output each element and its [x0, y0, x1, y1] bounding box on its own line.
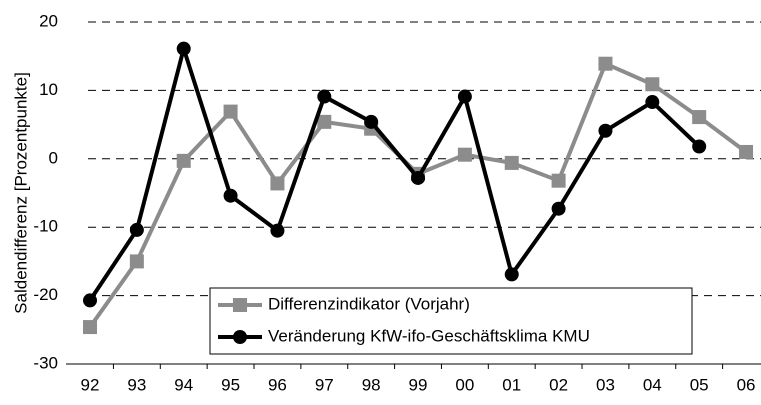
x-tick-label: 93: [127, 375, 146, 394]
data-point: [176, 153, 191, 168]
x-tick-label: 97: [315, 375, 334, 394]
x-tick-label: 05: [690, 375, 709, 394]
y-tick-label: 0: [49, 148, 58, 167]
data-point: [457, 89, 472, 104]
data-point: [270, 223, 285, 238]
data-point: [223, 188, 238, 203]
data-point: [692, 110, 707, 125]
x-tick-label: 06: [737, 375, 756, 394]
x-tick-label: 96: [268, 375, 287, 394]
data-point: [504, 267, 519, 282]
data-point: [457, 147, 472, 162]
x-tick-label: 00: [455, 375, 474, 394]
data-point: [270, 176, 285, 191]
data-point: [739, 144, 754, 159]
x-tick-label: 03: [596, 375, 615, 394]
legend-box: [209, 287, 693, 355]
data-point: [364, 114, 379, 129]
y-tick-label: -10: [33, 217, 58, 236]
data-point: [129, 222, 144, 237]
x-tick-label: 99: [409, 375, 428, 394]
data-point: [317, 114, 332, 129]
x-tick-label: 01: [502, 375, 521, 394]
data-point: [598, 123, 613, 138]
data-point: [317, 89, 332, 104]
data-point: [645, 95, 660, 110]
data-point: [223, 104, 238, 119]
x-tick-label: 94: [174, 375, 193, 394]
x-tick-label: 98: [362, 375, 381, 394]
data-point: [176, 41, 191, 56]
legend-label: Differenzindikator (Vorjahr): [268, 294, 470, 313]
legend-marker: [233, 298, 247, 312]
y-tick-label: -20: [33, 285, 58, 304]
legend-label: Veränderung KfW-ifo-Geschäftsklima KMU: [268, 326, 590, 345]
x-tick-label: 02: [549, 375, 568, 394]
x-tick-label: 95: [221, 375, 240, 394]
data-point: [411, 170, 426, 185]
data-point: [692, 139, 707, 154]
data-point: [83, 320, 97, 335]
y-axis-label: Saldendifferenz [Prozentpunkte]: [11, 72, 30, 314]
series-line: [88, 46, 701, 302]
data-point: [83, 293, 97, 308]
x-tick-label: 04: [643, 375, 662, 394]
legend-marker: [233, 330, 247, 344]
data-point: [129, 254, 144, 269]
y-tick-label: 20: [39, 11, 58, 30]
data-point: [504, 155, 519, 170]
y-tick-label: 10: [39, 80, 58, 99]
y-tick-label: -30: [33, 353, 58, 372]
x-tick-label: 92: [81, 375, 100, 394]
data-point: [645, 77, 660, 92]
data-point: [598, 56, 613, 71]
data-point: [551, 173, 566, 188]
data-point: [551, 201, 566, 216]
